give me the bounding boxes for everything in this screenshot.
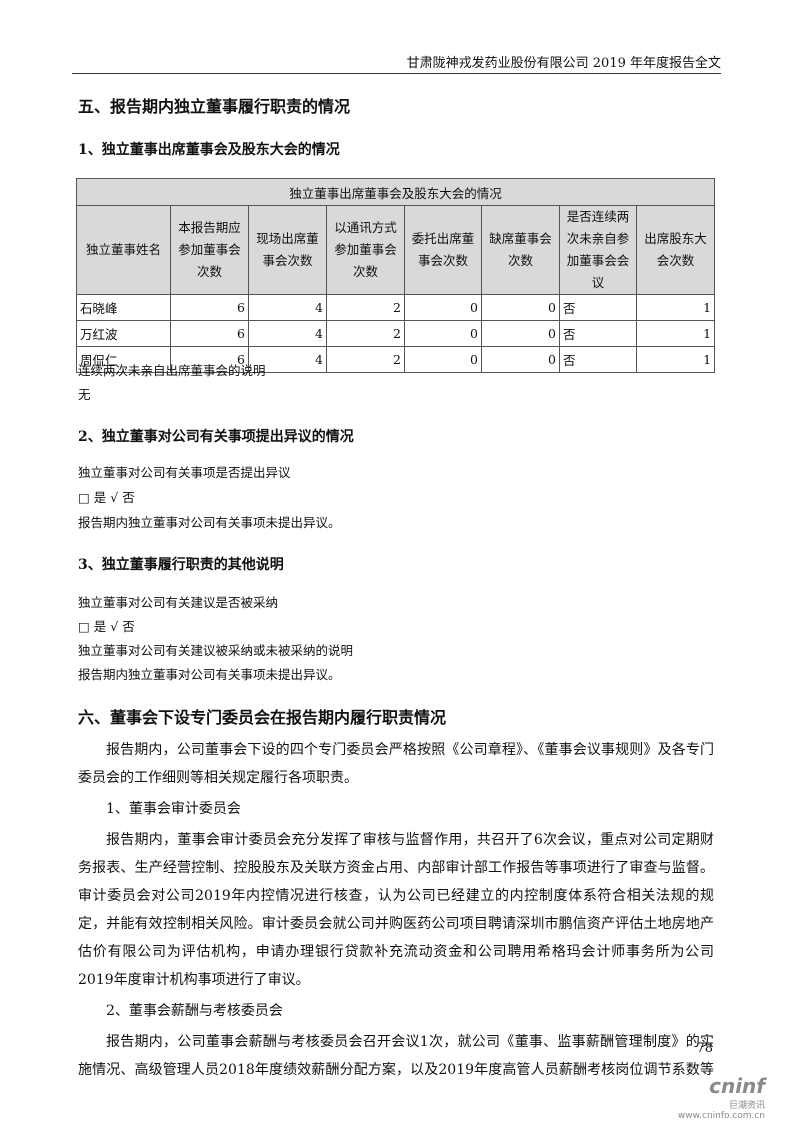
table-cell: 1 [635, 320, 716, 347]
table-cell: 4 [248, 320, 327, 347]
sub-heading: 3、独立董事履行职责的其他说明 [78, 557, 284, 573]
table-caption: 独立董事出席董事会及股东大会的情况 [75, 178, 716, 206]
column-header: 现场出席董事会次数 [248, 205, 327, 295]
logo-sub: 巨潮资讯 [728, 1101, 765, 1111]
table-cell: 2 [326, 320, 405, 347]
question: 独立董事对公司有关建议是否被采纳 [78, 595, 279, 610]
note-label: 连续两次未亲自出席董事会的说明 [78, 363, 266, 378]
logo-url: www.cninfo.com.cn [677, 1111, 765, 1121]
table-cell: 0 [404, 346, 482, 373]
table-cell: 0 [404, 320, 482, 347]
table-cell: 否 [559, 320, 637, 347]
table-row: 石晓峰 6 4 2 0 0 否 1 [76, 294, 716, 321]
table-cell: 2 [326, 346, 405, 373]
table-row: 万红波 6 4 2 0 0 否 1 [76, 320, 716, 347]
column-header: 独立董事姓名 [76, 205, 171, 295]
table-cell: 1 [635, 294, 716, 321]
table-cell: 0 [481, 294, 560, 321]
statement: 报告期内独立董事对公司有关事项未提出异议。 [78, 515, 341, 530]
table-cell: 0 [404, 294, 482, 321]
paragraph-heading: 1、董事会审计委员会 [106, 801, 241, 817]
column-header: 缺席董事会次数 [481, 205, 560, 295]
paragraph: 报告期内，董事会审计委员会充分发挥了审核与监督作用，共召开了6次会议，重点对公司… [78, 832, 714, 988]
table-cell: 万红波 [76, 320, 171, 347]
sub-heading: 1、独立董事出席董事会及股东大会的情况 [78, 142, 340, 158]
table-cell: 0 [481, 320, 560, 347]
column-header: 是否连续两次未亲自参加董事会会议 [559, 205, 637, 295]
explain-label: 独立董事对公司有关建议被采纳或未被采纳的说明 [78, 643, 354, 658]
table-row: 周侃仁 6 4 2 0 0 否 1 [76, 346, 716, 373]
section-heading: 五、报告期内独立董事履行职责的情况 [78, 97, 351, 116]
paragraph: 报告期内，公司董事会下设的四个专门委员会严格按照《公司章程》、《董事会议事规则》… [78, 742, 714, 786]
table-cell: 6 [170, 320, 249, 347]
column-header: 以通讯方式参加董事会次数 [326, 205, 405, 295]
table-cell: 6 [170, 346, 249, 373]
table-cell: 否 [559, 346, 637, 373]
logo: cninf 巨潮资讯 www.cninfo.com.cn [678, 1074, 765, 1121]
section-body: 报告期内，公司董事会下设的四个专门委员会严格按照《公司章程》、《董事会议事规则》… [78, 736, 714, 1087]
statement: 报告期内独立董事对公司有关事项未提出异议。 [78, 667, 341, 682]
column-header: 委托出席董事会次数 [404, 205, 482, 295]
note: 无 [78, 387, 91, 402]
header-rule [72, 73, 721, 74]
table-cell: 否 [559, 294, 637, 321]
paragraph: 报告期内，公司董事会薪酬与考核委员会召开会议1次，就公司《董事、监事薪酬管理制度… [78, 1034, 714, 1078]
sub-heading: 2、独立董事对公司有关事项提出异议的情况 [78, 429, 354, 445]
header-row: 独立董事姓名 本报告期应参加董事会次数 现场出席董事会次数 以通讯方式参加董事会次数委… [76, 205, 716, 295]
column-header: 本报告期应参加董事会次数 [170, 205, 249, 295]
table-cell: 2 [326, 294, 405, 321]
header-title: 甘肃陇神戎发药业股份有限公司 2019 年年度报告全文 [406, 56, 721, 71]
table-cell: 1 [635, 346, 716, 373]
logo-text: cninf [709, 1074, 765, 1098]
table-cell: 石晓峰 [76, 294, 171, 321]
paragraph-heading: 2、董事会薪酬与考核委员会 [106, 1003, 283, 1019]
table-cell: 0 [481, 346, 560, 373]
attendance-table: 独立董事出席董事会及股东大会的情况 独立董事姓名 本报告期应参加董事会次数 现场出席… [75, 178, 716, 373]
table-cell: 周侃仁 [76, 346, 171, 373]
page-number: 78 [696, 1041, 713, 1056]
section-heading: 六、董事会下设专门委员会在报告期内履行职责情况 [78, 708, 447, 727]
table-cell: 6 [170, 294, 249, 321]
column-header: 出席股东大会次数 [635, 205, 716, 295]
question: 独立董事对公司有关事项是否提出异议 [78, 465, 291, 480]
options: □ 是 √ 否 [78, 619, 135, 634]
table-cell: 4 [248, 294, 327, 321]
options: □ 是 √ 否 [78, 490, 135, 505]
